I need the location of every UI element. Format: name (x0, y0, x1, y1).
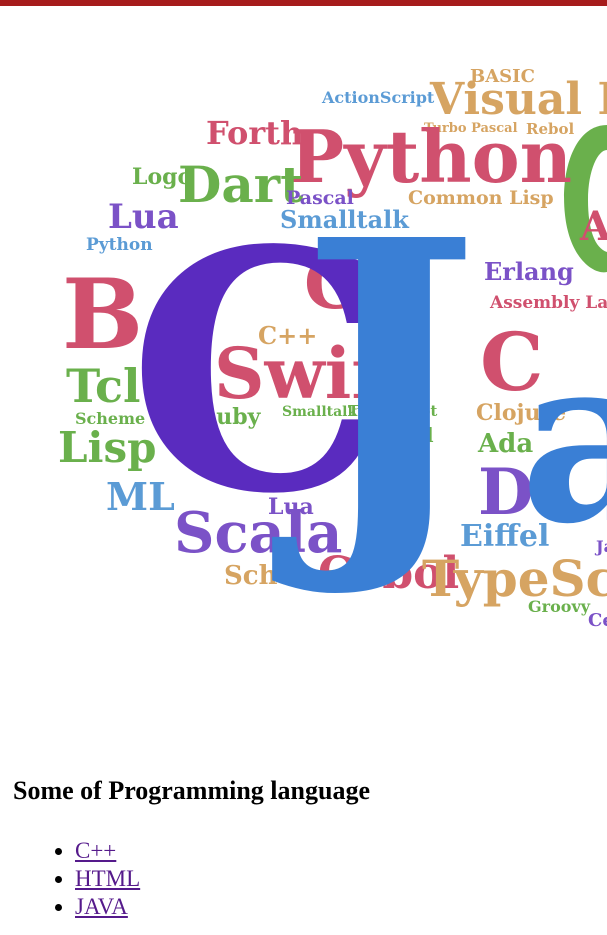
wordcloud-word: C (128, 178, 391, 566)
wordcloud-word: Ruby (198, 404, 262, 430)
wordcloud-word: Visual Bas (429, 74, 607, 125)
wordcloud-word: Scala (366, 315, 426, 339)
wordcloud-word: Scala (174, 500, 342, 566)
wordcloud-word: Forth (206, 114, 303, 152)
language-list: C++ HTML JAVA (35, 837, 140, 921)
wordcloud-word: Tcl (66, 359, 140, 413)
top-accent-bar (0, 0, 607, 6)
list-item: JAVA (75, 893, 140, 921)
wordcloud-word: Lua (108, 197, 179, 237)
wordcloud-word: Eiffel (460, 519, 549, 554)
wordcloud-word: Erlang (484, 257, 574, 286)
list-item: HTML (75, 865, 140, 893)
wordcloud-word: J (270, 157, 479, 604)
wordcloud-word: Dart (178, 155, 303, 214)
list-item: C++ (75, 837, 140, 865)
wordcloud-word: Scheme (75, 409, 145, 428)
wordcloud-word: Go (304, 242, 410, 325)
wordcloud-word: Rebol (526, 120, 575, 138)
wordcloud-word: Clojure (476, 400, 566, 426)
page-heading: Some of Programming language (13, 776, 370, 805)
wordcloud-word: Ja (594, 537, 607, 556)
wordcloud-word: ActionScript (321, 88, 435, 107)
wordcloud-word: TypeScrip (422, 549, 607, 608)
wordcloud-word: Lua (268, 494, 314, 520)
wordcloud-word: Common Lisp (408, 187, 554, 209)
green-c-shape (564, 125, 607, 273)
wordcloud-word: Smalltalk (282, 404, 357, 420)
language-link-cpp[interactable]: C++ (75, 838, 117, 863)
wordcloud-word: Groovy (528, 597, 591, 616)
wordcloud-word: Smalltalk (280, 205, 410, 234)
wordcloud-word: Swift (214, 332, 414, 415)
wordcloud-word: Ada (477, 429, 533, 459)
wordcloud-word: Python (290, 114, 572, 199)
wordcloud-word: ML (106, 474, 175, 519)
wordcloud-word: Lisp (58, 423, 157, 472)
wordcloud-word: Cobol (338, 233, 403, 257)
wordcloud-word: B (62, 258, 143, 371)
wordcloud-word: C++ (258, 321, 317, 350)
wordcloud-word: Ce (588, 610, 607, 631)
wordcloud-word: Turbo Pascal (424, 121, 518, 136)
wordcloud-word: BASIC (470, 66, 535, 87)
wordcloud-word: Python (86, 235, 153, 255)
wordcloud-word: Pascal (286, 187, 354, 209)
language-link-java[interactable]: JAVA (75, 894, 128, 919)
wordcloud-word: Cobol (318, 548, 459, 599)
language-link-html[interactable]: HTML (75, 866, 141, 891)
wordcloud-word: Logo (132, 164, 192, 190)
wordcloud-word: Caml (376, 423, 434, 447)
wordcloud-word: D (478, 455, 534, 530)
wordcloud-word: a (520, 305, 607, 575)
wordcloud-word: TypeScript (348, 402, 437, 420)
wordcloud-word: Scheme (224, 561, 338, 591)
wordcloud-word: C (480, 315, 544, 409)
wordcloud-word: Assembly Lang (489, 293, 607, 313)
wordcloud-word: A (579, 203, 607, 250)
